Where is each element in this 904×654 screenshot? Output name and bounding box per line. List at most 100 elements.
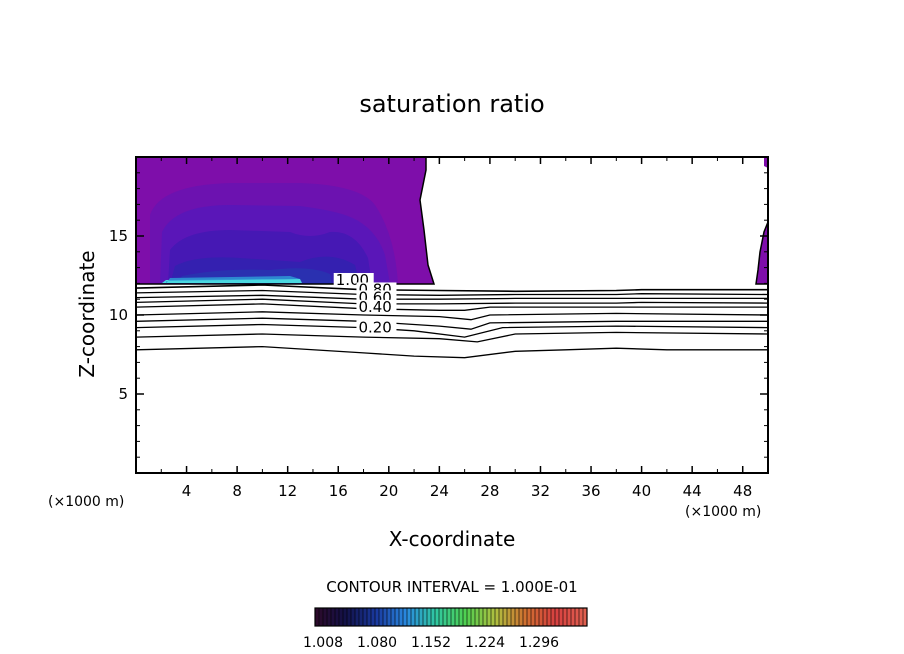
colorbar-cell [575,608,580,626]
colorbar-cell [391,608,396,626]
colorbar-cell [371,608,376,626]
colorbar-cell [483,608,488,626]
x-tick-label: 16 [329,482,348,500]
colorbar-cell [447,608,452,626]
contour-line [136,303,768,311]
colorbar-cell [499,608,504,626]
contour-line [136,294,768,300]
chart-title: saturation ratio [359,90,544,118]
contour-line [136,317,768,330]
colorbar-cell [579,608,584,626]
colorbar-cell [431,608,436,626]
contour-label: 0.20 [358,318,391,336]
filled-regions [136,157,768,284]
colorbar-cell [367,608,372,626]
colorbar-cell [339,608,344,626]
colorbar-cell [471,608,476,626]
x-tick-label: 40 [632,482,651,500]
fill-boundary-right [755,221,768,285]
colorbar [314,607,588,627]
x-tick-label: 24 [430,482,449,500]
x-unit-right: (×1000 m) [685,504,761,520]
contour-label-bg [356,299,397,314]
contour-line [136,284,768,293]
colorbar-cell [475,608,480,626]
colorbar-cell [487,608,492,626]
x-tick-label: 8 [232,482,242,500]
contour-labels: 1.000.800.600.400.20 [333,271,397,336]
colorbar-cell [427,608,432,626]
colorbar-cell [395,608,400,626]
contour-label-bg [356,320,397,335]
colorbar-cell [519,608,524,626]
y-tick-label: 15 [109,227,128,245]
colorbar-cell [539,608,544,626]
colorbar-cell [507,608,512,626]
colorbar-cell [375,608,380,626]
colorbar-cell [559,608,564,626]
colorbar-cell [319,608,324,626]
colorbar-cell [379,608,384,626]
x-unit-left: (×1000 m) [48,494,124,510]
colorbar-cell [495,608,500,626]
colorbar-cell [343,608,348,626]
y-axis-label: Z-coordinate [75,250,99,377]
contour-line [136,345,768,359]
colorbar-cell [387,608,392,626]
colorbar-cell [407,608,412,626]
colorbar-cell [527,608,532,626]
colorbar-cell [355,608,360,626]
colorbar-tick-label: 1.224 [465,635,505,651]
colorbar-cell [335,608,340,626]
colorbar-cell [411,608,416,626]
colorbar-cell [419,608,424,626]
colorbar-cell [347,608,352,626]
x-tick-label: 48 [733,482,752,500]
colorbar-cell [551,608,556,626]
contour-line [136,331,768,343]
colorbar-cell [515,608,520,626]
colorbar-cell [567,608,572,626]
contour-label: 0.40 [358,298,391,316]
fill-peak-edge [166,276,300,284]
colorbar-tick-label: 1.152 [411,635,451,651]
x-tick-label: 28 [480,482,499,500]
colorbar-cell [555,608,560,626]
colorbar-cell [415,608,420,626]
colorbar-cell [511,608,516,626]
x-tick-label: 4 [182,482,192,500]
contour-line [136,289,768,296]
x-tick-label: 32 [531,482,550,500]
colorbar-cell [359,608,364,626]
x-tick-label: 44 [683,482,702,500]
x-tick-label: 12 [278,482,297,500]
colorbar-cell [455,608,460,626]
fill-region-right [756,222,768,284]
fill-boundaries [136,157,768,285]
colorbar-cell [503,608,508,626]
x-tick-label: 36 [581,482,600,500]
colorbar-cell [327,608,332,626]
colorbar-cell [535,608,540,626]
contour-line [136,323,768,338]
colorbar-cell [583,608,588,626]
colorbar-cell [547,608,552,626]
colorbar-cell [443,608,448,626]
colorbar-cell [451,608,456,626]
colorbar-cell [523,608,528,626]
colorbar-cell [323,608,328,626]
contour-line [136,298,768,305]
colorbar-tick-label: 1.080 [357,635,397,651]
contour-interval-text: CONTOUR INTERVAL = 1.000E-01 [326,578,577,596]
colorbar-cell [363,608,368,626]
colorbar-cell [459,608,464,626]
colorbar-cell [315,608,320,626]
x-axis-label: X-coordinate [389,527,516,551]
colorbar-cell [571,608,576,626]
contour-lines [136,284,768,359]
colorbar-cell [383,608,388,626]
colorbar-cell [439,608,444,626]
colorbar-cell [463,608,468,626]
colorbar-cell [531,608,536,626]
